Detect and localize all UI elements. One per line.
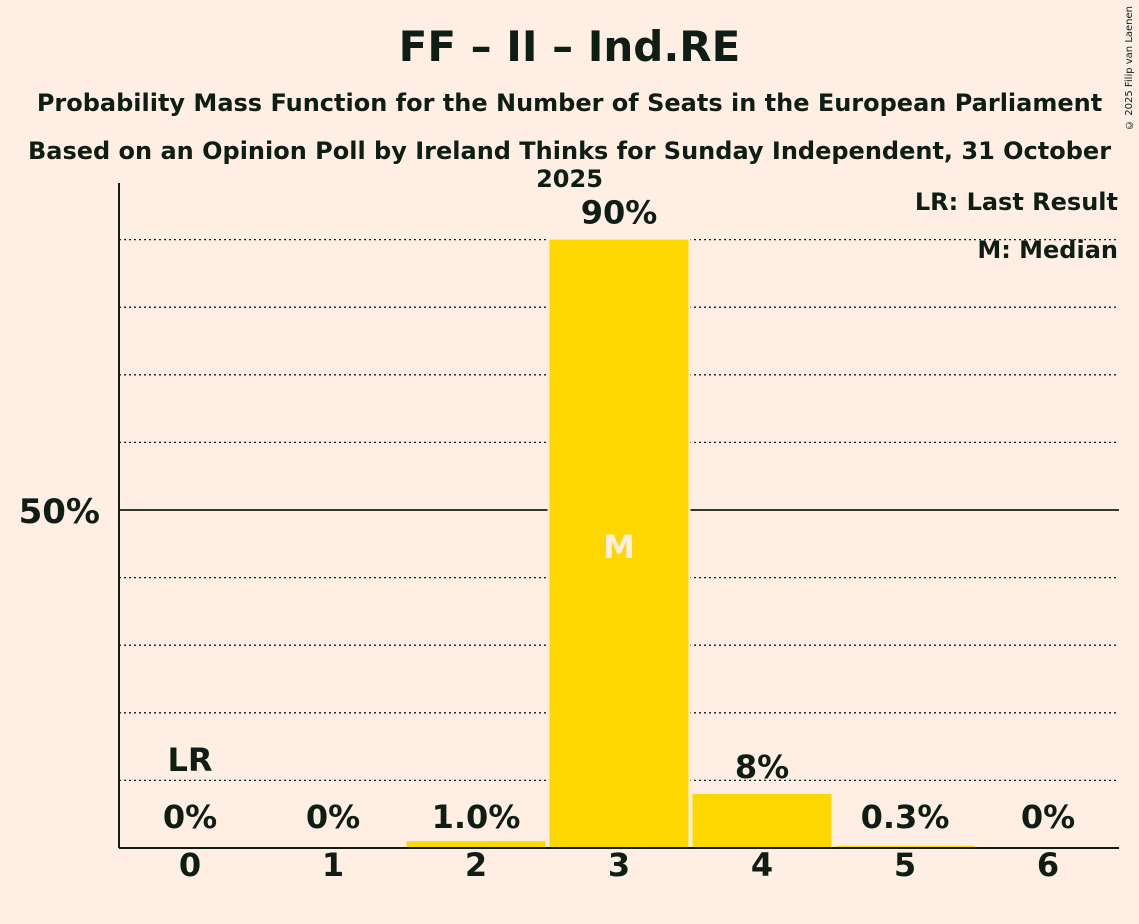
x-tick-label: 5 [894, 846, 916, 884]
x-tick-label: 2 [465, 846, 487, 884]
last-result-marker: LR [167, 741, 212, 779]
data-label: 1.0% [432, 798, 521, 836]
bar [549, 239, 689, 849]
bar [406, 841, 546, 848]
data-label: 0.3% [861, 798, 950, 836]
bar [692, 793, 832, 848]
x-tick-label: 4 [751, 846, 773, 884]
x-tick-label: 3 [608, 846, 630, 884]
legend-last-result: LR: Last Result [915, 188, 1118, 216]
data-label: 0% [1021, 798, 1075, 836]
data-label: 0% [306, 798, 360, 836]
data-label: 90% [581, 194, 658, 232]
chart-subtitle: Probability Mass Function for the Number… [36, 89, 1103, 117]
bar [835, 845, 975, 848]
x-tick-label: 0 [179, 846, 201, 884]
x-tick-label: 1 [322, 846, 344, 884]
legend-median: M: Median [977, 236, 1118, 264]
y-tick-label: 50% [19, 492, 100, 532]
data-label: 8% [735, 748, 789, 786]
chart-source: Based on an Opinion Poll by Ireland Thin… [27, 137, 1112, 193]
x-tick-label: 6 [1037, 846, 1059, 884]
median-marker: M [603, 528, 635, 566]
data-label: 0% [163, 798, 217, 836]
chart-title: FF – II – Ind.RE [398, 22, 741, 71]
